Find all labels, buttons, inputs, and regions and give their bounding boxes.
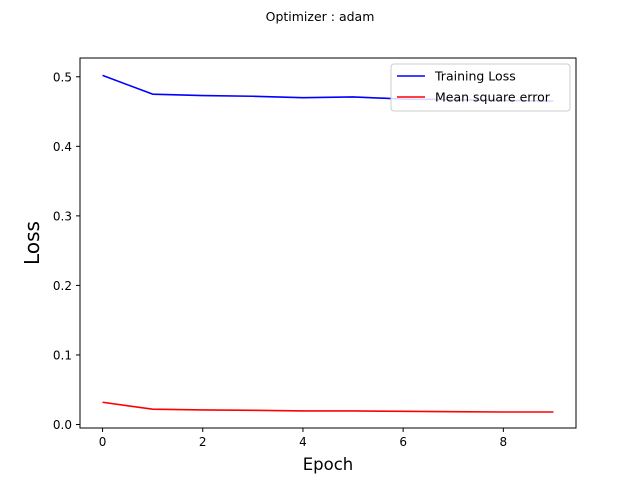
plot-frame <box>80 58 576 428</box>
x-tick-label: 6 <box>399 435 407 449</box>
y-axis: 0.0 0.1 0.2 0.3 0.4 0.5 <box>53 70 80 432</box>
plot-area <box>79 57 577 429</box>
y-tick-label: 0.1 <box>53 348 72 362</box>
x-tick-label: 4 <box>299 435 307 449</box>
y-tick-label: 0.0 <box>53 418 72 432</box>
chart-title: Optimizer : adam <box>266 9 375 24</box>
series-line-mean-square-error <box>102 401 554 413</box>
y-tick-label: 0.3 <box>53 209 72 223</box>
x-axis: 0 2 4 6 8 <box>99 428 507 449</box>
y-tick-label: 0.4 <box>53 140 72 154</box>
x-tick-label: 0 <box>99 435 107 449</box>
y-tick-label: 0.5 <box>53 70 72 84</box>
y-tick-label: 0.2 <box>53 279 72 293</box>
plot-border <box>79 57 577 429</box>
legend-box <box>390 63 571 112</box>
y-axis-label: Loss <box>20 221 44 265</box>
legend-label-mean-square-error: Mean square error <box>435 90 551 105</box>
x-tick-label: 8 <box>500 435 508 449</box>
x-tick-label: 2 <box>199 435 207 449</box>
legend: Training Loss Mean square error <box>390 63 571 112</box>
legend-label-training-loss: Training Loss <box>434 69 516 84</box>
x-axis-label: Epoch <box>303 455 354 474</box>
